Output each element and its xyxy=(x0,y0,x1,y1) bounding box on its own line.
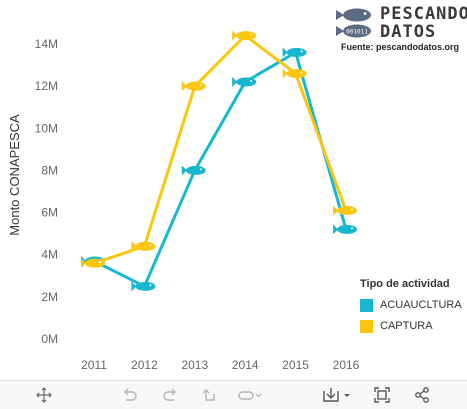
data-point-0 xyxy=(282,47,307,58)
x-tick-label: 2015 xyxy=(282,358,309,372)
x-tick-label: 2013 xyxy=(181,358,208,372)
data-point-0 xyxy=(333,224,357,235)
logo-word-datos: DATOS xyxy=(380,22,437,42)
data-point-0 xyxy=(232,76,257,87)
move-button[interactable] xyxy=(34,385,54,405)
pause-updates-button[interactable] xyxy=(236,385,264,405)
revert-button[interactable] xyxy=(200,385,220,405)
legend-item-captura[interactable]: CAPTURA xyxy=(360,317,465,335)
undo-icon xyxy=(124,388,137,401)
data-point-1 xyxy=(181,81,206,92)
legend-label-captura: CAPTURA xyxy=(380,320,433,332)
undo-button[interactable] xyxy=(120,385,140,405)
data-point-1 xyxy=(232,30,257,41)
pause-icon xyxy=(238,391,262,400)
legend-swatch-captura xyxy=(360,319,373,333)
series-line-0 xyxy=(93,50,348,288)
y-tick-label: 6M xyxy=(41,206,58,220)
y-axis-title: Monto CONAPESCA xyxy=(7,114,22,236)
y-tick-label: 8M xyxy=(41,163,58,177)
x-tick-label: 2016 xyxy=(333,358,360,372)
legend-swatch-acuacultura xyxy=(360,298,373,312)
series-line-1 xyxy=(93,34,348,265)
y-tick-label: 2M xyxy=(41,290,58,304)
move-icon xyxy=(36,387,52,403)
data-point-0 xyxy=(181,165,206,176)
logo-word-pescando: PESCANDO xyxy=(380,4,467,24)
fullscreen-button[interactable] xyxy=(372,385,392,405)
x-tick-label: 2014 xyxy=(232,358,259,372)
legend-label-acuacultura: ACUAUCLTURA xyxy=(380,299,462,311)
y-tick-label: 4M xyxy=(41,248,58,262)
fullscreen-icon xyxy=(374,387,390,403)
viz-toolbar xyxy=(0,380,467,409)
redo-button[interactable] xyxy=(160,385,180,405)
source-note: Fuente: pescandodatos.org xyxy=(340,42,459,52)
data-point-1 xyxy=(282,68,307,79)
fish-logo-icon: 001011 xyxy=(336,8,371,38)
redo-icon xyxy=(163,388,176,401)
data-point-0 xyxy=(131,281,156,292)
y-tick-label: 14M xyxy=(35,37,58,51)
y-tick-label: 12M xyxy=(35,79,58,93)
legend: Tipo de actividad ACUAUCLTURA CAPTURA xyxy=(360,278,465,338)
data-point-1 xyxy=(333,205,357,216)
pescando-datos-logo: 001011 PESCANDO DATOS Fuente: pescandoda… xyxy=(334,2,467,60)
download-button[interactable] xyxy=(320,385,354,405)
share-icon xyxy=(415,387,429,403)
chart: 0M 2M 4M 6M 8M 10M 12M 14M 2011 2012 2013 2014 2015 2… xyxy=(7,30,360,372)
x-tick-label: 2011 xyxy=(81,358,107,372)
chart-canvas: 0M 2M 4M 6M 8M 10M 12M 14M 2011 2012 2013 2014 2015 2… xyxy=(7,30,360,372)
download-icon xyxy=(323,388,350,402)
x-tick-label: 2012 xyxy=(131,358,158,372)
logo-fish-code: 001011 xyxy=(346,29,368,36)
legend-item-acuacultura[interactable]: ACUAUCLTURA xyxy=(360,296,465,314)
data-point-1 xyxy=(81,258,105,269)
revert-icon xyxy=(202,389,215,401)
legend-title: Tipo de actividad xyxy=(360,278,450,290)
y-tick-label: 10M xyxy=(35,121,58,135)
data-point-1 xyxy=(131,241,156,252)
share-button[interactable] xyxy=(412,385,432,405)
y-tick-label: 0M xyxy=(41,332,58,346)
